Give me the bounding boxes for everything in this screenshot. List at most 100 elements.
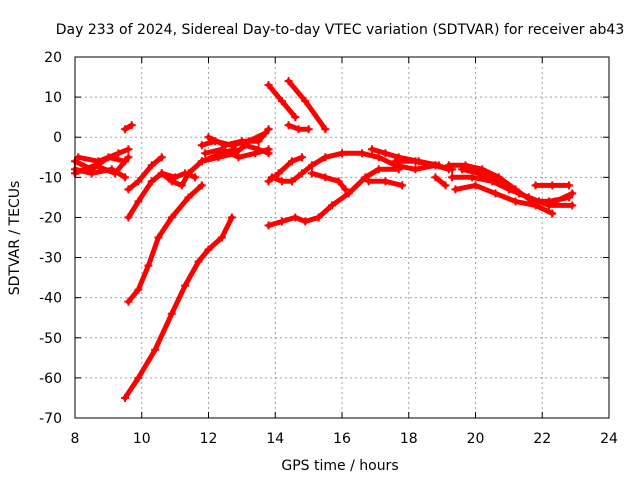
x-tick-label: 18: [400, 431, 418, 447]
data-point: [121, 173, 130, 182]
data-point: [184, 193, 193, 202]
data-point: [167, 177, 176, 186]
data-point: [411, 165, 420, 174]
data-point: [358, 149, 367, 158]
data-point: [568, 201, 577, 210]
chart-title: Day 233 of 2024, Sidereal Day-to-day VTE…: [56, 22, 625, 38]
data-point: [291, 213, 300, 222]
data-point: [511, 197, 520, 206]
data-point: [568, 189, 577, 198]
data-point: [314, 213, 323, 222]
x-tick-label: 12: [200, 431, 218, 447]
data-point: [284, 77, 293, 86]
y-tick-label: 10: [44, 90, 62, 106]
data-point: [217, 233, 226, 242]
data-point: [287, 177, 296, 186]
y-axis-title: SDTVAR / TECUs: [7, 181, 23, 296]
y-tick-label: -40: [39, 291, 62, 307]
data-point: [294, 125, 303, 134]
data-point: [344, 189, 353, 198]
data-point: [321, 173, 330, 182]
data-point: [204, 245, 213, 254]
data-point: [147, 161, 156, 170]
data-point: [124, 185, 133, 194]
data-point: [301, 217, 310, 226]
data-point: [548, 181, 557, 190]
data-point: [157, 153, 166, 162]
data-point: [334, 177, 343, 186]
series-line-s6: [125, 154, 165, 192]
data-point: [474, 169, 483, 178]
data-point: [167, 309, 176, 318]
data-point: [181, 281, 190, 290]
series-layer: [71, 77, 577, 402]
data-point: [494, 177, 503, 186]
data-point: [234, 153, 243, 162]
data-point: [114, 149, 123, 158]
data-point: [87, 169, 96, 178]
data-point: [327, 201, 336, 210]
data-point: [151, 345, 160, 354]
data-point: [391, 157, 400, 166]
data-point: [448, 173, 457, 182]
data-point: [531, 181, 540, 190]
data-point: [264, 125, 273, 134]
tick-marks: [74, 56, 610, 419]
data-point: [321, 153, 330, 162]
data-point: [94, 157, 103, 166]
x-tick-label: 22: [533, 431, 551, 447]
y-tick-label: 0: [53, 130, 62, 146]
data-point: [124, 297, 133, 306]
data-point: [297, 169, 306, 178]
data-point: [551, 197, 560, 206]
data-point: [254, 137, 263, 146]
data-point: [364, 177, 373, 186]
data-point: [154, 233, 163, 242]
data-point: [267, 173, 276, 182]
data-point: [134, 373, 143, 382]
data-point: [374, 153, 383, 162]
data-point: [411, 157, 420, 166]
data-point: [564, 181, 573, 190]
data-point: [184, 169, 193, 178]
series-line-s16: [286, 78, 328, 132]
data-point: [177, 181, 186, 190]
data-point: [291, 113, 300, 122]
x-tick-labels: 8 10 12 14 16 18 20 22 24: [71, 431, 618, 447]
data-point: [307, 169, 316, 178]
data-point: [124, 153, 133, 162]
data-point: [197, 141, 206, 150]
data-point: [201, 149, 210, 158]
data-point: [277, 217, 286, 226]
data-point: [468, 173, 477, 182]
data-point: [197, 181, 206, 190]
data-point: [274, 169, 283, 178]
y-tick-labels: 20 10 0 -10 -20 -30 -40 -50 -60 -70: [39, 50, 62, 427]
series-line-s10: [122, 214, 235, 401]
grid: [74, 56, 610, 419]
data-point: [394, 165, 403, 174]
data-point: [264, 145, 273, 154]
data-point: [124, 213, 133, 222]
data-point: [227, 213, 236, 222]
x-tick-label: 16: [333, 431, 351, 447]
data-point: [301, 97, 310, 106]
data-point: [368, 145, 377, 154]
data-point: [471, 181, 480, 190]
x-tick-label: 10: [133, 431, 151, 447]
data-point: [548, 209, 557, 218]
y-tick-label: -30: [39, 251, 62, 267]
x-tick-label: 20: [467, 431, 485, 447]
data-point: [147, 177, 156, 186]
data-point: [251, 149, 260, 158]
series-line-s14: [206, 126, 272, 148]
data-point: [341, 185, 350, 194]
data-point: [167, 213, 176, 222]
y-tick-label: -20: [39, 210, 62, 226]
data-point: [204, 133, 213, 142]
series-line-s22: [266, 166, 402, 228]
data-point: [264, 81, 273, 90]
data-point: [157, 169, 166, 178]
data-point: [491, 189, 500, 198]
